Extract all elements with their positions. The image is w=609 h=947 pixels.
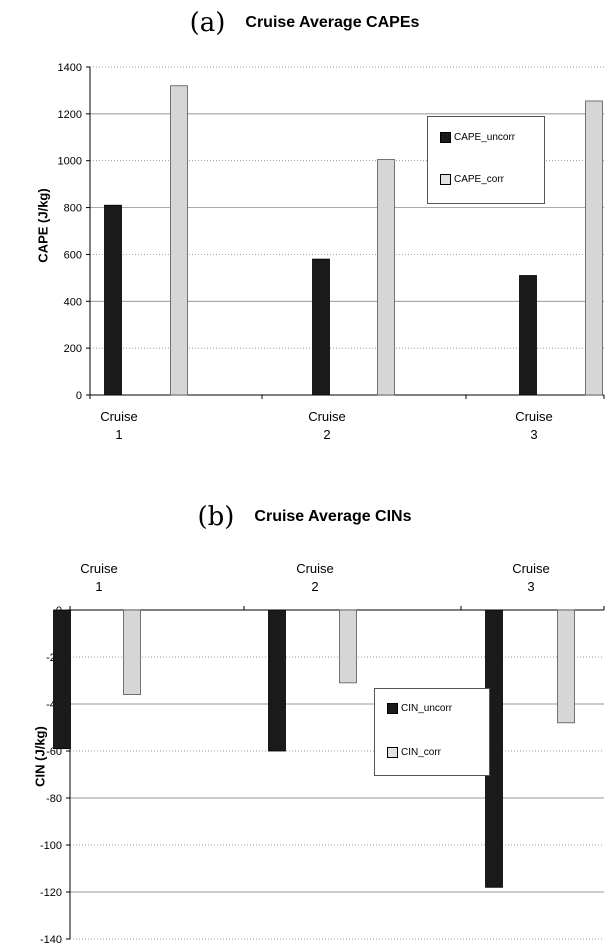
cin-corr-swatch [387,747,398,758]
cape-bar-cape-corr [585,100,603,396]
cin-bar-cin-uncorr [53,609,71,750]
cape-corr-swatch [440,174,451,185]
cape-bar-cape-uncorr [519,275,537,396]
cin-chart-title: Cruise Average CINs [254,508,412,525]
cin-y-tick-label: -100 [40,840,62,852]
cin-y-tick-label: -120 [40,887,62,899]
cin-category-label: Cruise [512,561,550,576]
cin-chart-title-row: (b) Cruise Average CINs [0,502,609,532]
cin-chart-panel: (b)Cruise Average CINs CIN (J/kg) 0-20-4… [0,490,609,947]
cape-category-label: Cruise [100,409,138,424]
cin-category-label: 1 [95,579,102,594]
cape-category-label: Cruise [308,409,346,424]
cin-category-label: 3 [527,579,534,594]
cin-bar-cin-corr [557,609,575,724]
cape-bar-cape-corr [377,159,395,396]
cape-bar-chart: 0 200 400 600 800 1000 1200 1400 Cruise 1 Cruise 2 C… [58,62,605,442]
cin-category-label: Cruise [80,561,118,576]
cape-chart-title: Cruise Average CAPEs [245,14,420,31]
panel-label-a: (a) [189,8,226,38]
cape-y-tick-label: 0 [76,390,82,402]
cin-bar-cin-corr [123,609,141,695]
cin-uncorr-swatch [387,703,398,714]
cin-y-tick-label: -140 [40,934,62,946]
cape-y-tick-label: 1000 [58,156,82,168]
cape-y-tick-label: 1200 [58,109,82,121]
cape-y-tick-label: 200 [64,343,82,355]
cape-category-label: Cruise [515,409,553,424]
cape-category-label: 3 [530,427,537,442]
legend-label-cin-corr: CIN_corr [401,747,442,758]
cape-y-tick-label: 800 [64,203,82,215]
cape-bar-cape-uncorr [104,204,122,396]
cin-bar-cin-corr [339,609,357,684]
cape-category-label: 2 [323,427,330,442]
cin-category-label: 2 [311,579,318,594]
cin-y-tick-label: -80 [46,793,62,805]
legend-item-cape-corr: CAPE_corr [440,174,504,185]
cin-bar-chart: 0-20-40-60-80-100-120-140Cruise1Cruise2C… [40,561,605,946]
legend-item-cin-corr: CIN_corr [387,747,441,758]
legend-label-cape-uncorr: CAPE_uncorr [454,132,516,143]
cin-category-label: Cruise [296,561,334,576]
cape-chart-title-row: (a) Cruise Average CAPEs [0,8,609,38]
cape-category-label: 1 [115,427,122,442]
cape-uncorr-swatch [440,132,451,143]
panel-label-b: (b) [197,502,235,532]
cape-y-tick-label: 400 [64,296,82,308]
legend-item-cape-uncorr: CAPE_uncorr [440,132,515,143]
cin-legend: CIN_uncorr CIN_corr [374,688,490,776]
cape-y-tick-label: 600 [64,249,82,261]
cape-bar-cape-corr [170,85,188,396]
legend-label-cin-uncorr: CIN_uncorr [401,703,453,714]
cape-legend: CAPE_uncorr CAPE_corr [427,116,545,204]
legend-item-cin-uncorr: CIN_uncorr [387,703,452,714]
cape-chart-panel: (a) Cruise Average CAPEs CAPE (J/kg) 0 200… [0,0,609,470]
cin-bar-cin-uncorr [268,609,286,752]
cape-y-tick-label: 1400 [58,62,82,74]
cape-bar-cape-uncorr [312,258,330,396]
legend-label-cape-corr: CAPE_corr [454,174,505,185]
